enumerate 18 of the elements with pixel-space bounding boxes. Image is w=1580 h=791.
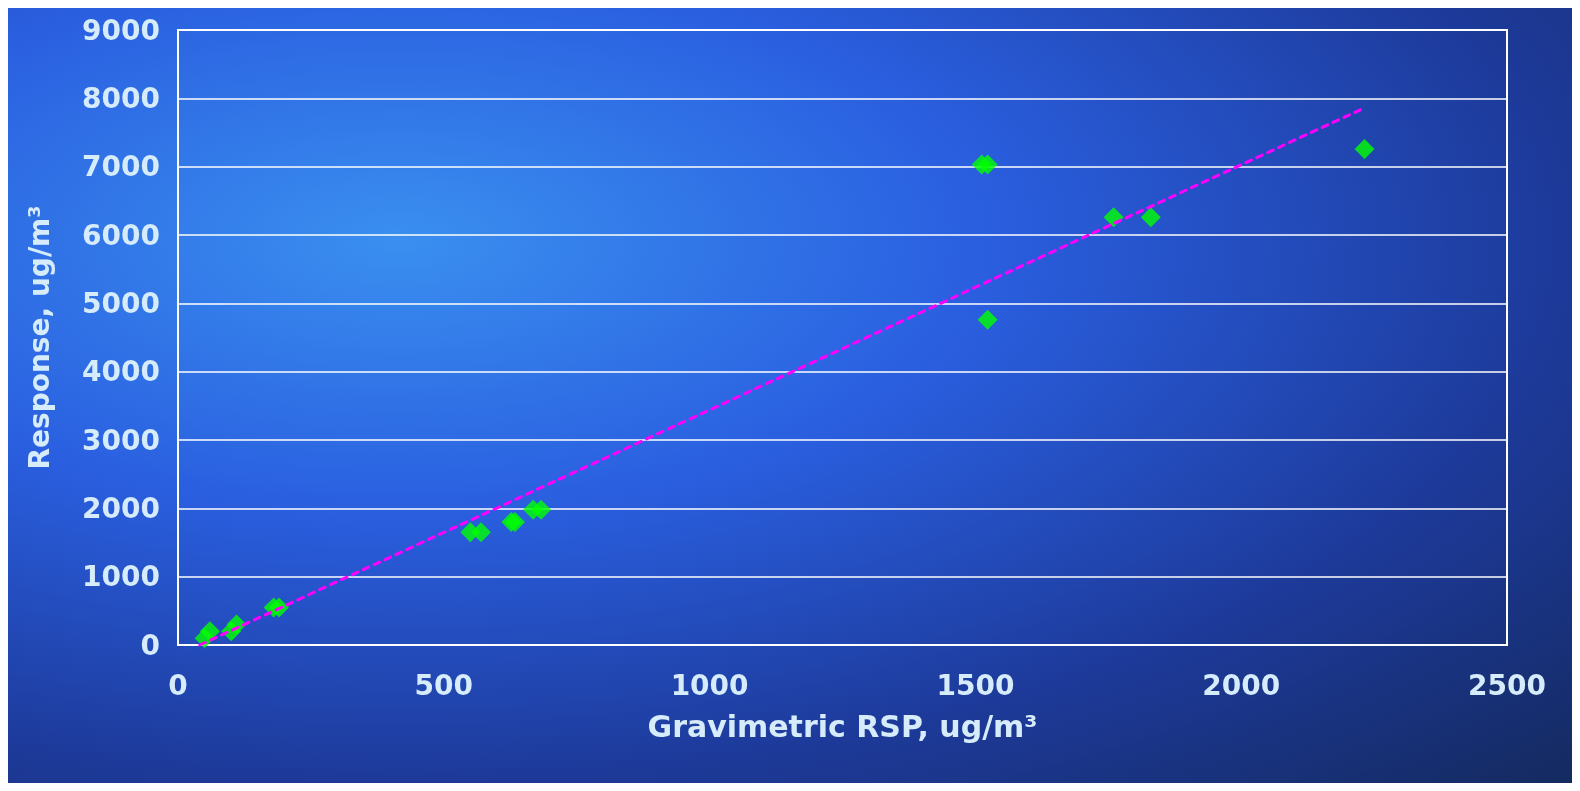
y-tick-label: 4000 [82,355,160,389]
y-tick-label: 7000 [82,150,160,184]
y-tick-label: 2000 [82,491,160,525]
x-tick-label: 500 [414,668,474,702]
x-tick-label: 0 [168,668,188,702]
x-tick-label: 1500 [936,668,1015,702]
y-tick-label: 6000 [82,218,160,252]
y-tick-label: 5000 [82,286,160,320]
y-tick-label: 8000 [82,81,160,115]
y-tick-label: 1000 [82,560,160,594]
x-tick-label: 2000 [1202,668,1281,702]
x-tick-label: 1000 [670,668,749,702]
x-tick-label: 2500 [1468,668,1546,702]
y-tick-label: 3000 [82,423,160,457]
y-tick-label: 9000 [82,13,160,47]
x-axis-title: Gravimetric RSP, ug/m³ [647,708,1038,744]
y-axis-title: Response, ug/m³ [22,205,56,470]
y-tick-label: 0 [140,628,160,662]
